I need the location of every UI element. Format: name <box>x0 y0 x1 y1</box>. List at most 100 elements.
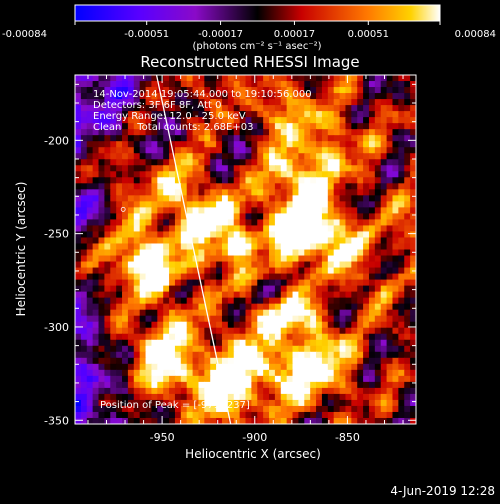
heatmap-cell <box>151 267 158 275</box>
heatmap-cell <box>104 255 111 263</box>
heatmap-cell <box>345 159 352 166</box>
heatmap-cell <box>192 261 200 269</box>
heatmap-cell <box>404 261 411 269</box>
heatmap-cell <box>304 147 311 154</box>
heatmap-cell <box>239 387 247 395</box>
heatmap-cell <box>104 357 111 365</box>
heatmap-cell <box>263 225 270 233</box>
heatmap-cell <box>169 105 176 112</box>
heatmap-cell <box>245 177 252 184</box>
heatmap-cell <box>233 165 241 172</box>
heatmap-cell <box>133 357 141 365</box>
heatmap-cell <box>357 81 364 88</box>
heatmap-cell <box>251 327 258 335</box>
heatmap-cell <box>363 81 370 88</box>
heatmap-cell <box>316 321 323 329</box>
heatmap-cell <box>410 297 416 305</box>
heatmap-cell <box>410 357 416 365</box>
heatmap-cell <box>157 309 164 317</box>
heatmap-cell <box>351 243 358 251</box>
heatmap-cell <box>210 357 217 365</box>
heatmap-cell <box>180 249 188 257</box>
heatmap-cell <box>198 213 205 221</box>
heatmap-cell <box>210 111 217 118</box>
heatmap-cell <box>192 327 200 335</box>
heatmap-cell <box>75 285 82 293</box>
heatmap-cell <box>386 207 394 214</box>
heatmap-cell <box>145 213 153 221</box>
heatmap-cell <box>398 381 405 389</box>
heatmap-cell <box>98 105 105 112</box>
heatmap-cell <box>398 339 405 347</box>
heatmap-cell <box>257 231 264 239</box>
heatmap-cell <box>286 81 294 88</box>
heatmap-cell <box>163 141 170 148</box>
heatmap-cell <box>92 117 100 124</box>
heatmap-cell <box>80 87 88 94</box>
heatmap-cell <box>151 243 158 251</box>
heatmap-cell <box>374 417 382 424</box>
heatmap-cell <box>298 405 305 413</box>
heatmap-cell <box>151 207 158 214</box>
heatmap-cell <box>263 411 270 419</box>
heatmap-cell <box>204 417 211 424</box>
heatmap-cell <box>333 279 341 287</box>
heatmap-cell <box>127 363 135 371</box>
heatmap-cell <box>374 321 382 329</box>
heatmap-cell <box>169 267 176 275</box>
heatmap-cell <box>274 285 282 293</box>
heatmap-cell <box>386 213 394 221</box>
heatmap-cell <box>110 405 117 413</box>
heatmap-cell <box>345 135 352 142</box>
heatmap-cell <box>80 333 88 341</box>
heatmap-cell <box>368 75 376 82</box>
heatmap-cell <box>298 279 305 287</box>
heatmap-cell <box>351 393 358 401</box>
heatmap-cell <box>174 255 182 263</box>
heatmap-cell <box>122 213 129 221</box>
heatmap-cell <box>145 243 153 251</box>
heatmap-cell <box>151 339 158 347</box>
heatmap-cell <box>216 339 223 347</box>
heatmap-cell <box>392 381 399 389</box>
heatmap-cell <box>410 405 416 413</box>
heatmap-cell <box>210 147 217 154</box>
heatmap-cell <box>327 237 335 245</box>
heatmap-cell <box>239 249 247 257</box>
heatmap-cell <box>139 135 147 142</box>
heatmap-cell <box>404 93 411 100</box>
heatmap-cell <box>239 339 247 347</box>
heatmap-cell <box>251 357 258 365</box>
heatmap-cell <box>169 327 176 335</box>
heatmap-cell <box>216 393 223 401</box>
heatmap-cell <box>122 141 129 148</box>
heatmap-cell <box>227 351 235 359</box>
heatmap-cell <box>92 387 100 395</box>
heatmap-cell <box>286 87 294 94</box>
heatmap-cell <box>157 333 164 341</box>
heatmap-cell <box>174 129 182 136</box>
heatmap-cell <box>310 189 317 196</box>
heatmap-cell <box>192 159 200 166</box>
heatmap-cell <box>116 153 123 160</box>
heatmap-cell <box>169 273 176 281</box>
heatmap-cell <box>122 147 129 154</box>
heatmap-cell <box>180 369 188 377</box>
heatmap-cell <box>410 261 416 269</box>
heatmap-cell <box>80 261 88 269</box>
heatmap-cell <box>104 231 111 239</box>
heatmap-cell <box>210 345 217 353</box>
heatmap-cell <box>263 111 270 118</box>
heatmap-cell <box>286 243 294 251</box>
heatmap-cell <box>174 411 182 419</box>
heatmap-cell <box>163 345 170 353</box>
heatmap-cell <box>404 303 411 311</box>
heatmap-cell <box>345 189 352 196</box>
heatmap-cell <box>351 231 358 239</box>
heatmap-cell <box>404 195 411 202</box>
heatmap-cell <box>339 345 347 353</box>
heatmap-cell <box>86 393 94 401</box>
heatmap-cell <box>151 279 158 287</box>
heatmap-cell <box>392 399 399 407</box>
heatmap-cell <box>98 333 105 341</box>
